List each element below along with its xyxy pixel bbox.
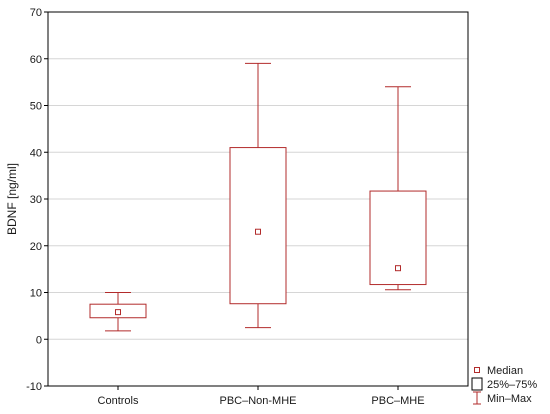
- legend-label: Median: [487, 365, 523, 377]
- y-tick-label: -10: [26, 381, 42, 393]
- legend-item-median: Median: [474, 365, 523, 377]
- y-tick-label: 40: [30, 147, 42, 159]
- iqr-box: [229, 147, 287, 305]
- y-tick-label: 60: [30, 54, 42, 66]
- box-1: [229, 62, 287, 329]
- y-tick-label: 10: [30, 288, 42, 300]
- median-marker: [255, 228, 261, 235]
- legend-item-box: 25%–75%: [471, 377, 537, 391]
- plot-frame: [47, 11, 469, 387]
- y-tick-label: 0: [36, 334, 42, 346]
- y-axis-label: BDNF [ng/ml]: [5, 163, 19, 235]
- y-tick-label: 30: [30, 194, 42, 206]
- boxes: [89, 62, 427, 332]
- legend-box-symbol: [471, 377, 483, 391]
- x-tick-label: PBC–Non-MHE: [219, 395, 296, 407]
- legend: Median 25%–75% Min–Max: [471, 365, 537, 405]
- x-axis-ticks: Controls PBC–Non-MHE PBC–MHE: [98, 386, 425, 407]
- box-0: [89, 292, 147, 332]
- legend-label: Min–Max: [487, 393, 532, 405]
- y-tick-label: 20: [30, 241, 42, 253]
- y-axis-ticks: -10 0 10 20 30 40 50 60 70: [26, 7, 48, 393]
- x-tick-label: PBC–MHE: [371, 395, 424, 407]
- median-marker: [115, 309, 121, 316]
- box-2: [369, 86, 427, 291]
- legend-median-symbol: [474, 367, 480, 373]
- y-tick-label: 50: [30, 101, 42, 113]
- x-tick-label: Controls: [98, 395, 139, 407]
- median-marker: [395, 265, 401, 272]
- legend-label: 25%–75%: [487, 379, 537, 391]
- y-tick-label: 70: [30, 7, 42, 19]
- legend-item-whisker: Min–Max: [473, 391, 532, 405]
